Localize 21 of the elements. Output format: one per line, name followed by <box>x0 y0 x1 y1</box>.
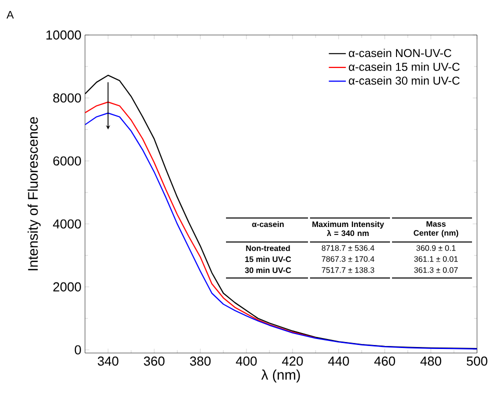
x-axis-title: λ (nm) <box>261 370 300 383</box>
y-tick-label: 0 <box>74 345 81 354</box>
legend-label: α-casein 30 min UV-C <box>348 76 460 85</box>
x-tick-label: 440 <box>328 356 349 366</box>
x-tick-label: 400 <box>236 356 257 366</box>
legend-label: α-casein NON-UV-C <box>348 48 452 58</box>
y-tick-label: 6000 <box>53 156 81 166</box>
x-tick-label: 340 <box>98 356 118 366</box>
y-axis-title: Intensity of Fluorescence <box>28 117 41 270</box>
text: A <box>6 10 14 18</box>
y-tick-label: 10000 <box>46 30 81 40</box>
x-tick-label: 420 <box>282 356 303 366</box>
x-tick-label: 480 <box>420 356 442 366</box>
y-tick-label: 8000 <box>53 93 81 103</box>
y-tick-label: 2000 <box>53 282 81 292</box>
x-tick-label: 500 <box>466 356 488 366</box>
x-tick-label: 380 <box>190 356 211 366</box>
x-tick-label: 360 <box>144 356 164 366</box>
y-tick-label: 4000 <box>52 219 81 228</box>
legend-label: α-casein 15 min UV-C <box>348 62 460 71</box>
x-tick-label: 460 <box>374 356 396 366</box>
